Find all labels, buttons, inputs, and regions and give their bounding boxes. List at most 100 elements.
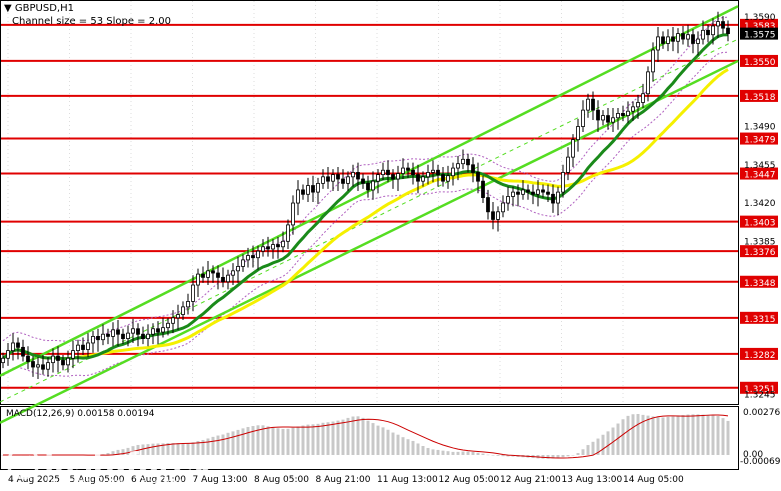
price-tick: 1.3420 [744, 199, 776, 209]
macd-bar [226, 432, 230, 455]
level-tag [740, 54, 778, 67]
macd-bar [476, 452, 480, 455]
candle-body [291, 202, 295, 226]
level-label: 1.3447 [744, 171, 776, 181]
macd-bar [431, 449, 435, 455]
candle-body [416, 174, 420, 182]
candle-body [626, 110, 630, 116]
macd-bar [496, 455, 500, 456]
candle-body [721, 21, 725, 29]
macd-bar [366, 420, 370, 455]
macd-bar [356, 416, 360, 455]
macd-bar [411, 440, 415, 455]
candle-body [491, 211, 495, 220]
candle-body [301, 189, 305, 195]
macd-bar [576, 453, 580, 455]
macd-bar [281, 428, 285, 455]
macd-bar [166, 443, 170, 455]
candle-body [116, 329, 120, 335]
macd-bar [271, 427, 275, 455]
macd-bar [151, 443, 155, 455]
candle-body [621, 113, 625, 116]
time-tick: 12 Aug 05:00 [439, 475, 500, 485]
macd-bar [551, 455, 555, 459]
candle-body [166, 322, 170, 329]
candle-body [136, 328, 140, 335]
macd-bar [376, 425, 380, 455]
level-label: 1.3403 [744, 219, 776, 229]
macd-bar [561, 455, 565, 458]
macd-bar [311, 424, 315, 455]
candle-body [346, 176, 350, 184]
candle-body [356, 172, 360, 180]
level-tag [740, 275, 778, 288]
candle-body [616, 113, 620, 119]
candle-body [151, 328, 155, 335]
macd-bar [481, 453, 485, 455]
candle-body [701, 29, 705, 40]
macd-bar [406, 439, 410, 455]
candle-body [71, 350, 75, 359]
macd-bar [266, 426, 270, 455]
candle-body [76, 344, 80, 352]
lower-band [2, 51, 729, 377]
macd-bar [191, 442, 195, 455]
macd-bar [111, 451, 115, 455]
macd-bar [386, 429, 390, 455]
candle-body [16, 342, 20, 348]
macd-bar [276, 428, 280, 455]
candle-body [541, 189, 545, 193]
macd-bar [246, 426, 250, 455]
candle-body [201, 273, 205, 278]
level-tag [740, 245, 778, 258]
macd-bar [591, 441, 595, 455]
moving-averages [2, 33, 729, 361]
macd-bar [441, 450, 445, 455]
candle-body [371, 180, 375, 191]
price-axis: 1.3583 1.3550 1.3518 1.3479 1.3447 1.3403 1.33… [740, 13, 778, 400]
level-label: 1.3282 [744, 351, 776, 361]
macd-bar [396, 434, 400, 455]
macd-bar [596, 438, 600, 455]
dropdown-arrow-icon[interactable]: ▼ [4, 3, 12, 14]
macd-bar [426, 447, 430, 455]
level-tag [740, 381, 778, 394]
macd-bar [211, 436, 215, 455]
candle-body [391, 174, 395, 180]
macd-bar [321, 422, 325, 455]
macd-bar [606, 431, 610, 455]
time-tick: 12 Aug 21:00 [500, 475, 561, 485]
macd-bar [241, 428, 245, 455]
candle-body [686, 34, 690, 40]
macd-bar [421, 445, 425, 455]
price-tick: 1.3245 [744, 390, 776, 400]
candle-body [381, 169, 385, 176]
indicator-label: Channel size = 53 Slope = 2.00 [12, 16, 172, 27]
macd-bar [371, 423, 375, 455]
candle-body [376, 174, 380, 182]
macd-bar [186, 443, 190, 455]
candle-body [56, 355, 60, 361]
macd-bar [201, 439, 205, 455]
candle-body [446, 175, 450, 182]
candle-body [141, 333, 145, 339]
candle-body [6, 350, 10, 359]
macd-bar [291, 427, 295, 455]
candle-body [336, 174, 340, 180]
macd-bar [601, 434, 605, 455]
macd-bar [661, 417, 665, 455]
macd-bar [556, 455, 560, 458]
macd-signal-line [3, 414, 729, 459]
macd-bar [666, 416, 670, 455]
macd-bar [196, 441, 200, 455]
candle-body [576, 126, 580, 141]
candle-body [516, 191, 520, 195]
macd-bar [331, 421, 335, 455]
channel-line [0, 59, 739, 424]
macd-bar [316, 423, 320, 455]
macd-bar [586, 445, 590, 455]
candle-body [696, 38, 700, 44]
candle-body [286, 224, 290, 242]
macd-bar [546, 455, 550, 459]
